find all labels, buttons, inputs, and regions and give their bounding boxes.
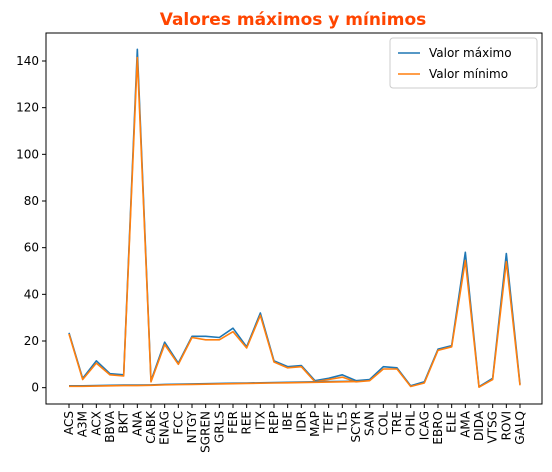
x-tick-label: GALQ <box>513 411 527 445</box>
y-tick-label: 20 <box>24 334 39 348</box>
x-tick-label: ACX <box>89 411 103 436</box>
x-axis: ACS A3M ACX BBVA BKT ANA CABK ENAG FCC NTGY SGREN G… <box>62 404 527 453</box>
x-tick-label: ROVI <box>499 411 513 440</box>
x-tick-label: ELE <box>445 411 459 433</box>
legend-label-min: Valor mínimo <box>429 67 508 81</box>
x-tick-label: BKT <box>117 410 131 433</box>
x-tick-label: TL5 <box>335 411 349 434</box>
x-tick-label: ENAG <box>158 411 172 445</box>
x-tick-label: ACS <box>62 411 76 435</box>
chart-title: Valores máximos y mínimos <box>160 10 427 30</box>
x-tick-label: FCC <box>171 411 185 435</box>
x-tick-label: SAN <box>363 411 377 436</box>
y-tick-label: 0 <box>31 381 39 395</box>
x-tick-label: ITX <box>253 411 267 430</box>
x-tick-label: SCYR <box>349 411 363 442</box>
series-line-1 <box>68 56 521 389</box>
series-layer <box>68 48 521 389</box>
x-tick-label: GRLS <box>212 411 226 443</box>
x-tick-label: AMA <box>458 410 472 438</box>
y-tick-label: 40 <box>24 287 39 301</box>
y-tick-label: 120 <box>16 101 39 115</box>
y-tick-label: 100 <box>16 147 39 161</box>
series-line-3 <box>69 380 357 388</box>
x-tick-label: ANA <box>130 410 144 436</box>
y-tick-label: 60 <box>24 241 39 255</box>
legend: Valor máximo Valor mínimo <box>389 37 538 89</box>
y-tick-label: 80 <box>24 194 39 208</box>
x-tick-label: VTSG <box>486 411 500 443</box>
x-tick-label: SGREN <box>199 411 213 453</box>
x-tick-label: COL <box>376 411 390 436</box>
x-tick-label: DIDA <box>472 410 486 441</box>
x-tick-label: IDR <box>294 411 308 432</box>
x-tick-label: EBRO <box>431 411 445 445</box>
x-tick-label: REP <box>267 411 281 434</box>
x-tick-label: OHL <box>404 411 418 436</box>
x-tick-label: TRE <box>390 411 404 435</box>
plot-area-frame <box>45 32 543 405</box>
x-tick-label: CABK <box>144 410 158 444</box>
y-tick-label: 140 <box>16 54 39 68</box>
y-axis: 0 20 40 60 80 100 120 140 <box>16 54 46 395</box>
x-tick-label: IBE <box>281 411 295 430</box>
x-tick-label: BBVA <box>103 410 117 443</box>
x-tick-label: ICAG <box>417 411 431 440</box>
x-tick-label: TEF <box>322 411 336 434</box>
x-tick-label: FER <box>226 411 240 434</box>
x-tick-label: A3M <box>76 411 90 437</box>
x-tick-label: REE <box>240 411 254 435</box>
x-tick-label: NTGY <box>185 410 199 443</box>
x-tick-label: MAP <box>308 411 322 437</box>
legend-label-max: Valor máximo <box>429 46 512 60</box>
series-line-0 <box>68 48 521 388</box>
legend-box <box>389 37 538 89</box>
